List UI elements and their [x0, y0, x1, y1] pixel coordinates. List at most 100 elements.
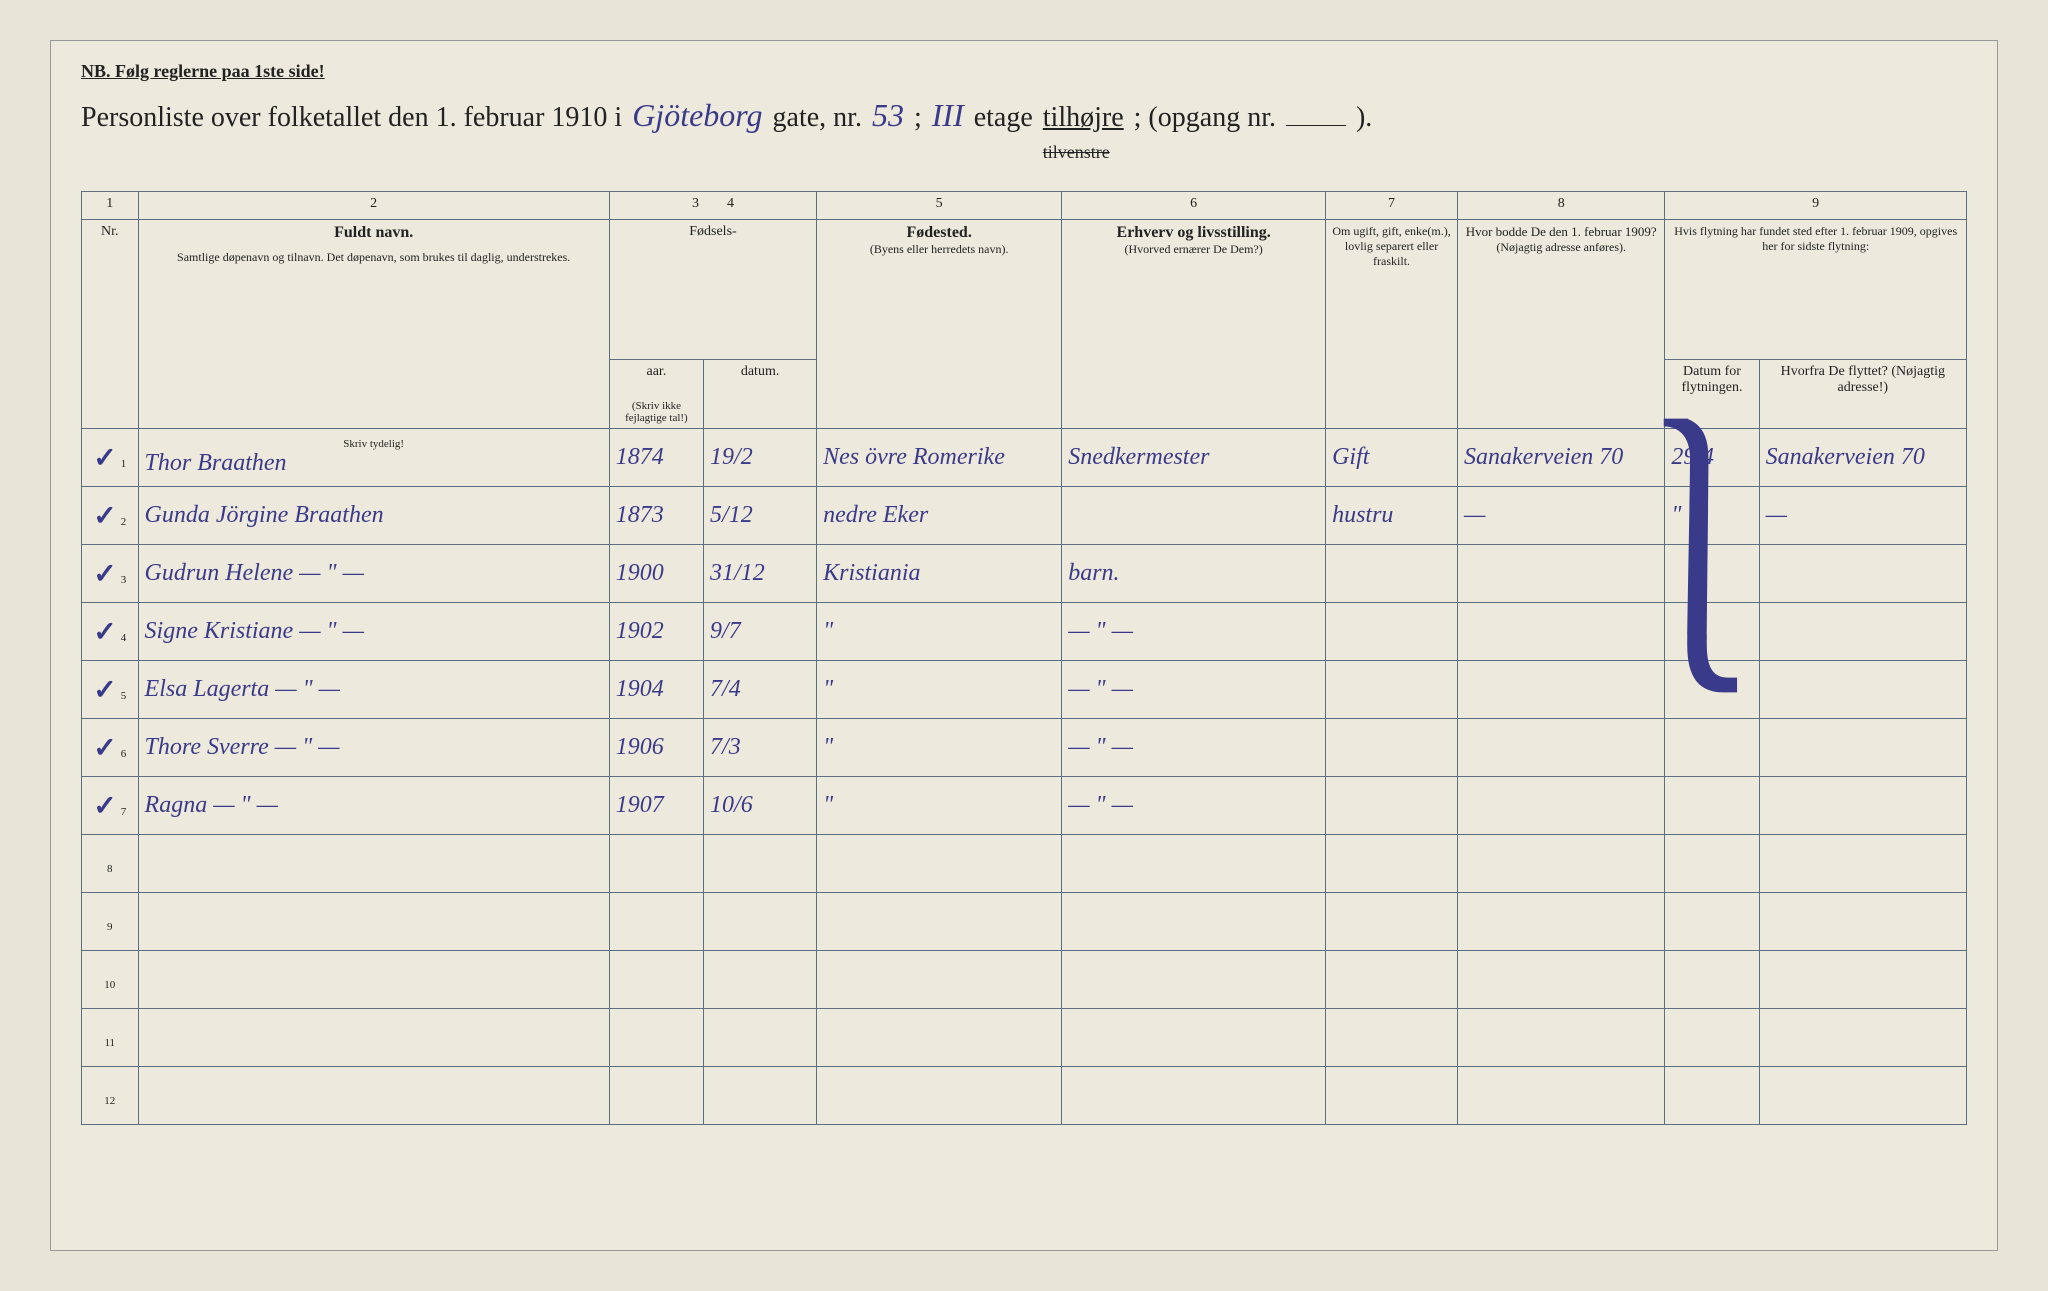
cell-occupation: barn. — [1062, 545, 1326, 603]
hdr-1909-sub: (Nøjagtig adresse anføres). — [1464, 240, 1658, 255]
cell-date: 7/3 — [704, 719, 817, 777]
cell-marital — [1326, 1067, 1458, 1125]
checkmark-icon: ✓ — [93, 733, 116, 764]
cell-marital — [1326, 545, 1458, 603]
cell-birthplace — [817, 1009, 1062, 1067]
row-number: 11 — [104, 1037, 115, 1049]
cell-birthplace — [817, 835, 1062, 893]
cell-occupation — [1062, 1009, 1326, 1067]
title-line: Personliste over folketallet den 1. febr… — [81, 97, 1967, 166]
cell-occupation: — " — — [1062, 719, 1326, 777]
table-row: 9 — [82, 893, 1967, 951]
row-number: 7 — [121, 806, 127, 818]
cell-birthplace: " — [817, 661, 1062, 719]
cell-addr1909 — [1458, 835, 1665, 893]
hdr-name: Fuldt navn. Samtlige døpenavn og tilnavn… — [138, 220, 609, 429]
row-number: 6 — [121, 748, 127, 760]
cell-marital — [1326, 777, 1458, 835]
cell-moved_from — [1759, 1067, 1966, 1125]
title-floor: III — [932, 97, 964, 134]
title-street: Gjöteborg — [632, 97, 762, 134]
cell-marital — [1326, 951, 1458, 1009]
cell-moved_from — [1759, 951, 1966, 1009]
cell-addr1909 — [1458, 951, 1665, 1009]
cell-date: 7/4 — [704, 661, 817, 719]
table-row: ✓ 6Thore Sverre — " —19067/3"— " — — [82, 719, 1967, 777]
cell-birthplace: " — [817, 719, 1062, 777]
row-number: 4 — [121, 632, 127, 644]
cell-nr: 9 — [82, 893, 139, 951]
hdr-bp-sub: (Byens eller herredets navn). — [823, 242, 1055, 257]
colnum-8: 8 — [1458, 192, 1665, 220]
cell-nr: ✓ 4 — [82, 603, 139, 661]
cell-birthplace: Kristiania — [817, 545, 1062, 603]
cell-birthplace — [817, 893, 1062, 951]
table-row: 12 — [82, 1067, 1967, 1125]
cell-name: Gunda Jörgine Braathen — [138, 487, 609, 545]
cell-year: 1874 — [609, 429, 703, 487]
colnum-6: 6 — [1062, 192, 1326, 220]
row-number: 5 — [121, 690, 127, 702]
title-semi: ; — [914, 102, 922, 134]
row-number: 2 — [121, 516, 127, 528]
cell-date — [704, 951, 817, 1009]
hdr-name-sub: Samtlige døpenavn og tilnavn. Det døpena… — [145, 250, 603, 265]
cell-nr: 10 — [82, 951, 139, 1009]
cell-nr: ✓ 2 — [82, 487, 139, 545]
cell-moved_date — [1665, 893, 1759, 951]
cell-year: 1900 — [609, 545, 703, 603]
cell-addr1909 — [1458, 1067, 1665, 1125]
cell-addr1909 — [1458, 1009, 1665, 1067]
cell-birthplace: Nes övre Romerike — [817, 429, 1062, 487]
cell-marital: hustru — [1326, 487, 1458, 545]
title-street-label: gate, nr. — [773, 102, 862, 134]
title-opgang-label: ; (opgang nr. — [1134, 102, 1276, 134]
hdr-birth-hint: (Skriv ikke fejlagtige tal!) — [616, 400, 697, 424]
row-number: 10 — [104, 979, 115, 991]
cell-date — [704, 1009, 817, 1067]
hdr-addr1909: Hvor bodde De den 1. februar 1909? (Nøja… — [1458, 220, 1665, 429]
title-floor-label: etage — [974, 102, 1033, 134]
colnum-34: 3 4 — [609, 192, 816, 220]
checkmark-icon: ✓ — [93, 675, 116, 706]
checkmark-icon: ✓ — [93, 501, 116, 532]
cell-moved_from — [1759, 893, 1966, 951]
cell-marital — [1326, 1009, 1458, 1067]
hdr-name-bold: Fuldt navn. — [145, 224, 603, 242]
cell-birthplace — [817, 951, 1062, 1009]
cell-marital — [1326, 661, 1458, 719]
cell-moved_date — [1665, 951, 1759, 1009]
colnum-7: 7 — [1326, 192, 1458, 220]
cell-occupation: — " — — [1062, 603, 1326, 661]
cell-name: Ragna — " — — [138, 777, 609, 835]
row-number: 9 — [107, 921, 113, 933]
cell-date — [704, 893, 817, 951]
cell-marital — [1326, 603, 1458, 661]
cell-occupation: — " — — [1062, 777, 1326, 835]
header-note: NB. Følg reglerne paa 1ste side! — [81, 61, 1967, 82]
hdr-nr: Nr. — [82, 220, 139, 429]
cell-year — [609, 951, 703, 1009]
checkmark-icon: ✓ — [93, 443, 116, 474]
row-number: 8 — [107, 863, 113, 875]
cell-date — [704, 1067, 817, 1125]
cell-occupation — [1062, 893, 1326, 951]
cell-nr: ✓ 3 — [82, 545, 139, 603]
hdr-occ-sub: (Hvorved ernærer De Dem?) — [1068, 242, 1319, 257]
cell-name — [138, 1067, 609, 1125]
hdr-occ-bold: Erhverv og livsstilling. — [1068, 224, 1319, 242]
table-row: 11 — [82, 1009, 1967, 1067]
cell-addr1909 — [1458, 777, 1665, 835]
cell-year — [609, 893, 703, 951]
cell-marital: Gift — [1326, 429, 1458, 487]
hdr-birth-date: datum. — [704, 360, 817, 429]
cell-moved_date — [1665, 1067, 1759, 1125]
cell-occupation: Snedkermester — [1062, 429, 1326, 487]
colnum-9: 9 — [1665, 192, 1967, 220]
bracket-mark: ⎱ — [1557, 431, 1837, 711]
cell-nr: 8 — [82, 835, 139, 893]
hdr-bp-bold: Fødested. — [823, 224, 1055, 242]
cell-nr: ✓ 1 — [82, 429, 139, 487]
cell-marital — [1326, 719, 1458, 777]
cell-nr: ✓ 6 — [82, 719, 139, 777]
